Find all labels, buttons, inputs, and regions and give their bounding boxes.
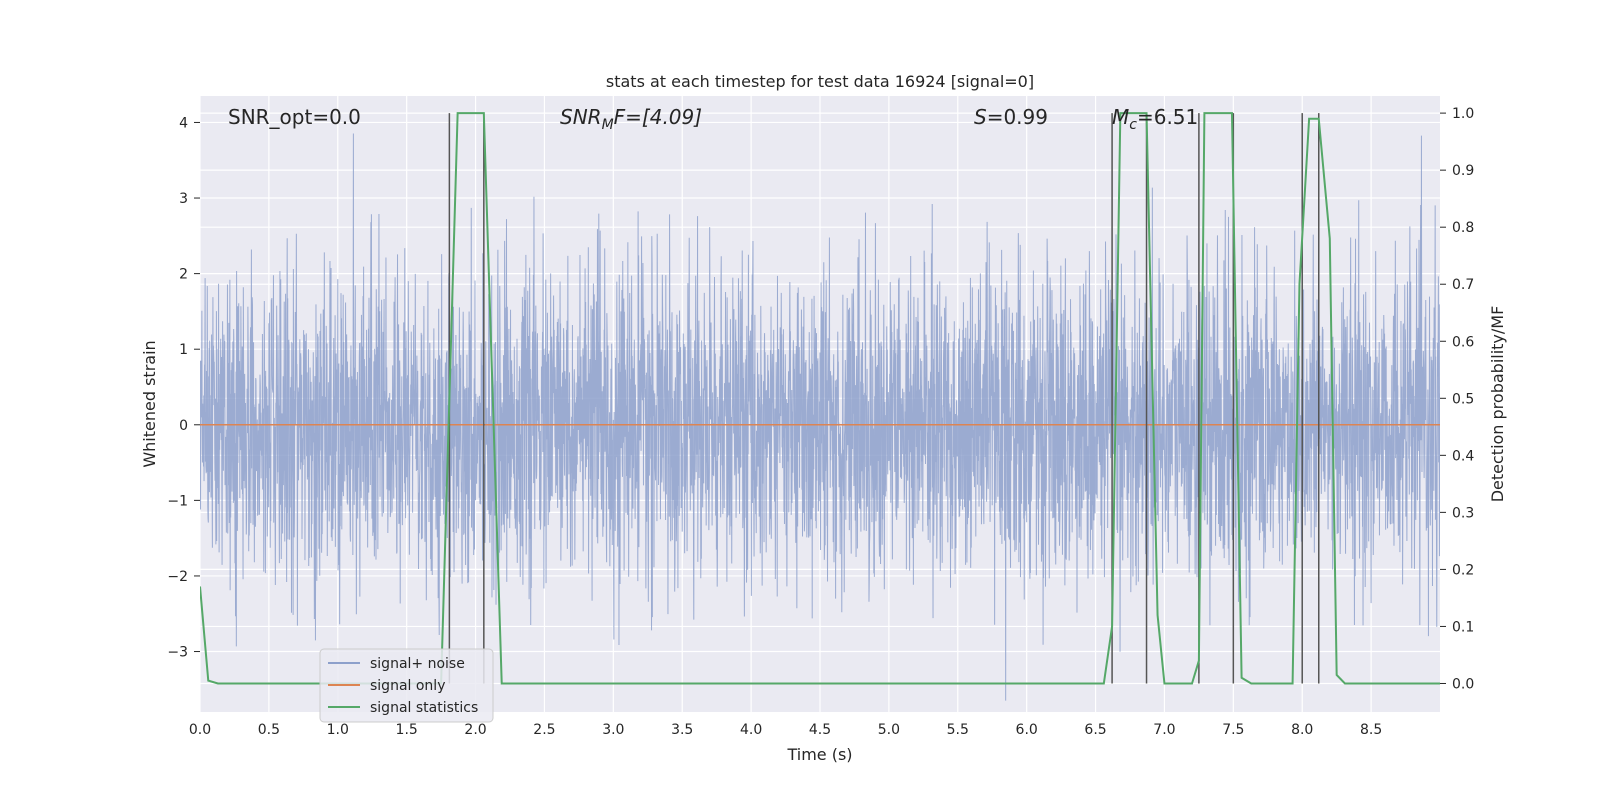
x-tick-label: 0.5 (258, 722, 280, 738)
statistics-series (200, 112, 1440, 685)
snr-mf-main: SNR (560, 105, 602, 129)
y-tick-label: 0 (179, 418, 188, 434)
right-tick-label: 0.0 (1452, 676, 1474, 692)
x-tick-label: 7.0 (1153, 722, 1175, 738)
right-tick-label: 0.2 (1452, 562, 1474, 578)
y-tick-label: 2 (179, 267, 188, 283)
y-axis-ticks: 4 3 2 1 0 −1 −2 −3 (167, 115, 200, 661)
mc-annotation: Mc=6.51 (1112, 105, 1198, 133)
y-axis-label: Whitened strain (140, 340, 159, 467)
y-tick-label: 4 (179, 115, 188, 131)
legend-box (319, 648, 494, 723)
right-tick-label: 1.0 (1452, 106, 1474, 122)
mc-main: M (1112, 105, 1129, 129)
right-tick-label: 0.8 (1452, 220, 1474, 236)
right-tick-label: 0.7 (1452, 277, 1474, 293)
x-tick-label: 4.0 (740, 722, 762, 738)
x-tick-label: 8.5 (1360, 722, 1382, 738)
legend-noise-label: signal+ noise (370, 656, 465, 672)
x-tick-label: 8.0 (1291, 722, 1313, 738)
x-tick-label: 3.0 (602, 722, 624, 738)
x-tick-label: 7.5 (1222, 722, 1244, 738)
s-main: S (974, 105, 987, 129)
legend-statistics-label: signal statistics (370, 700, 478, 716)
y-tick-label: −2 (167, 569, 188, 585)
right-axis-label: Detection probability/MF (1488, 306, 1507, 503)
x-tick-label: 6.5 (1084, 722, 1106, 738)
x-tick-label: 2.0 (464, 722, 486, 738)
statistics-line (200, 112, 1440, 685)
right-tick-label: 0.4 (1452, 448, 1474, 464)
s-rest: =0.99 (987, 105, 1048, 129)
y-tick-label: 3 (179, 191, 188, 207)
x-tick-label: 5.0 (878, 722, 900, 738)
x-tick-label: 1.5 (396, 722, 418, 738)
legend: signal+ noise signal only signal statist… (319, 648, 494, 723)
snr-mf-annotation: SNRMF=[4.09] (560, 105, 702, 133)
right-axis-ticks: 1.0 0.9 0.8 0.7 0.6 0.5 0.4 0.3 0.2 0.1 0.0 (1440, 106, 1474, 692)
y-tick-label: 1 (179, 342, 188, 358)
x-tick-label: 3.5 (671, 722, 693, 738)
mc-subscript: c (1129, 117, 1137, 133)
chart-title: stats at each timestep for test data 169… (606, 72, 1034, 91)
x-tick-label: 2.5 (533, 722, 555, 738)
mc-rest: =6.51 (1137, 105, 1198, 129)
y-tick-label: −3 (167, 645, 188, 661)
x-tick-label: 4.5 (809, 722, 831, 738)
right-tick-label: 0.3 (1452, 505, 1474, 521)
x-axis-label: Time (s) (786, 745, 852, 764)
s-annotation: S=0.99 (974, 105, 1048, 129)
snr-opt-annotation: SNR_opt=0.0 (228, 105, 361, 129)
x-axis-ticks: 0.0 0.5 1.0 1.5 2.0 2.5 3.0 3.5 4.0 4.5 5.0 5.5 6.0 6… (189, 722, 1382, 738)
x-tick-label: 0.0 (189, 722, 211, 738)
y-tick-label: −1 (167, 493, 188, 509)
right-tick-label: 0.9 (1452, 163, 1474, 179)
x-tick-label: 6.0 (1016, 722, 1038, 738)
legend-signal-label: signal only (370, 678, 445, 694)
right-tick-label: 0.5 (1452, 391, 1474, 407)
x-tick-label: 1.0 (327, 722, 349, 738)
right-tick-label: 0.1 (1452, 619, 1474, 635)
snr-mf-subscript: M (602, 117, 614, 133)
snr-mf-rest: F=[4.09] (614, 105, 702, 129)
x-tick-label: 5.5 (947, 722, 969, 738)
right-tick-label: 0.6 (1452, 334, 1474, 350)
